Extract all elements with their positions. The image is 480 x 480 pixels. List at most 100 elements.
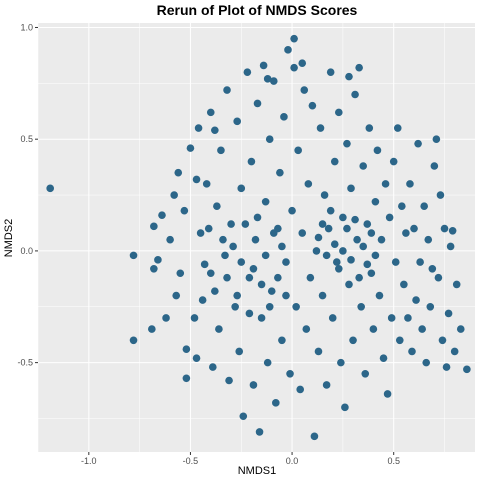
- data-point: [359, 242, 368, 251]
- data-point: [272, 399, 280, 407]
- data-point: [166, 235, 174, 244]
- grid-lines: [37, 23, 475, 452]
- data-point: [276, 168, 284, 177]
- data-point: [330, 157, 339, 166]
- data-point: [412, 296, 420, 304]
- data-point: [418, 325, 426, 333]
- data-point: [404, 314, 412, 322]
- data-point: [371, 197, 380, 206]
- data-point: [355, 63, 363, 72]
- data-point: [219, 235, 227, 244]
- data-point: [257, 280, 266, 289]
- data-point: [213, 202, 221, 211]
- data-point: [345, 72, 353, 81]
- data-point: [150, 264, 158, 273]
- data-point: [326, 68, 335, 76]
- data-point: [463, 365, 471, 374]
- data-point: [438, 336, 447, 345]
- data-point: [162, 314, 170, 322]
- data-point: [263, 358, 272, 367]
- data-point: [288, 206, 296, 215]
- data-point: [379, 354, 388, 362]
- y-axis-title: NMDS2: [3, 219, 15, 258]
- data-point: [204, 224, 213, 233]
- data-point: [267, 287, 276, 295]
- data-point: [310, 432, 319, 441]
- data-point: [389, 157, 398, 166]
- x-tick-label: -0.5: [183, 456, 199, 466]
- data-point: [363, 220, 372, 228]
- data-point: [330, 240, 339, 249]
- data-point: [416, 258, 424, 266]
- data-point: [385, 213, 394, 222]
- data-point: [249, 264, 258, 273]
- data-point: [339, 213, 347, 222]
- data-point: [298, 59, 307, 68]
- data-point: [263, 75, 272, 83]
- data-point: [414, 139, 422, 148]
- data-point: [353, 235, 361, 244]
- data-point: [446, 242, 455, 251]
- data-point: [400, 280, 408, 289]
- data-point: [450, 347, 459, 356]
- data-point: [357, 302, 365, 311]
- data-point: [312, 247, 321, 255]
- data-point: [365, 124, 374, 132]
- data-point: [347, 184, 355, 193]
- data-point: [367, 229, 376, 237]
- data-point: [367, 269, 376, 278]
- data-point: [282, 291, 290, 300]
- data-point: [369, 325, 378, 333]
- data-point: [237, 184, 246, 193]
- data-point: [318, 291, 327, 300]
- data-point: [211, 287, 219, 295]
- data-point: [383, 390, 392, 398]
- data-point: [284, 46, 292, 54]
- data-point: [296, 385, 305, 394]
- data-point: [290, 34, 298, 43]
- x-tick-label: 0.0: [286, 456, 299, 466]
- data-point: [314, 233, 323, 242]
- data-point: [398, 202, 406, 211]
- data-point: [206, 108, 215, 117]
- data-point: [227, 220, 235, 228]
- data-point: [170, 191, 178, 199]
- data-point: [442, 363, 451, 371]
- data-point: [253, 99, 262, 108]
- data-point: [278, 336, 286, 345]
- data-point: [243, 68, 252, 76]
- x-axis-title: NMDS1: [238, 465, 277, 477]
- data-point: [200, 260, 209, 269]
- data-point: [426, 302, 435, 311]
- data-point: [320, 191, 329, 199]
- data-point: [196, 229, 205, 237]
- data-point: [182, 345, 191, 354]
- data-point: [432, 135, 441, 143]
- data-point: [298, 229, 307, 237]
- data-point: [430, 162, 439, 170]
- data-point: [206, 269, 215, 278]
- data-point: [434, 273, 443, 282]
- data-point: [286, 369, 294, 378]
- data-point: [249, 381, 258, 389]
- data-point: [190, 314, 199, 322]
- data-point: [186, 144, 195, 152]
- data-point: [255, 428, 264, 436]
- data-point: [229, 242, 237, 251]
- data-point: [233, 117, 241, 126]
- data-point: [452, 280, 461, 289]
- data-point: [269, 77, 278, 85]
- data-point: [223, 273, 231, 282]
- data-point: [420, 202, 428, 211]
- data-point: [408, 347, 416, 356]
- data-point: [257, 314, 266, 322]
- data-point: [337, 358, 345, 367]
- y-tick-label: -0.5: [17, 358, 33, 368]
- axis-ticks: -1.0 -0.5 0.0 0.5 -0.5 0.0 0.5 1.0: [17, 22, 399, 466]
- data-point: [269, 229, 278, 237]
- x-tick-label: -1.0: [81, 456, 97, 466]
- data-point: [349, 336, 357, 345]
- data-point: [339, 247, 347, 255]
- data-point: [308, 101, 317, 110]
